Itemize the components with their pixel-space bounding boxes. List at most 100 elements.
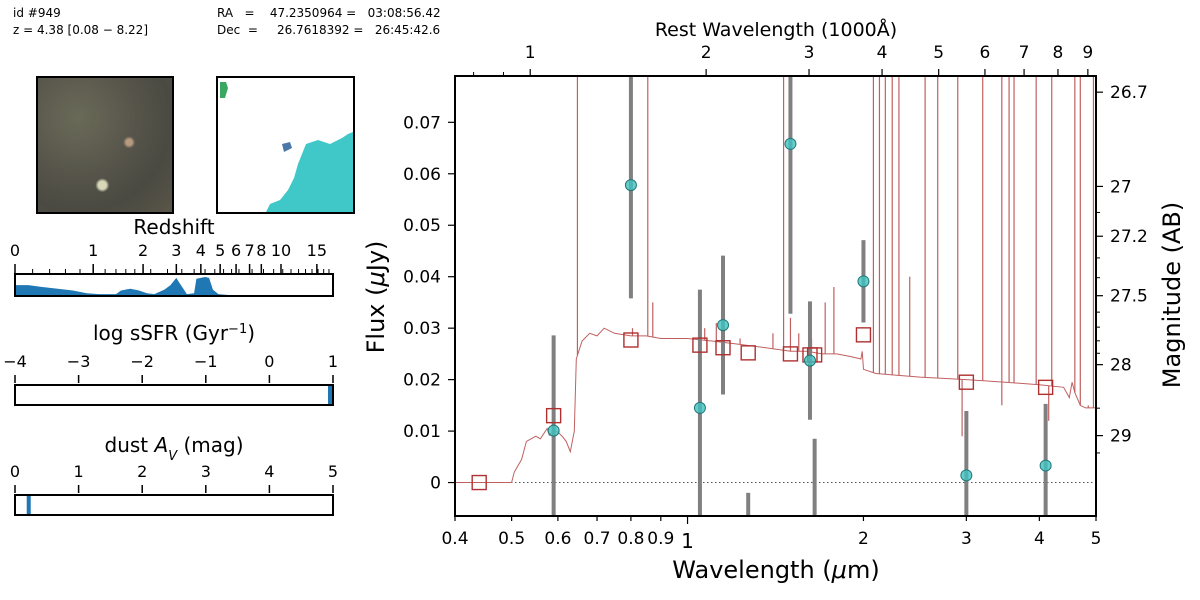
model-photometry-point (782, 346, 799, 362)
top-tick-label: 6 (980, 43, 991, 63)
top-axis-label: Rest Wavelength (1000Å) (655, 18, 897, 41)
redshift-tick-label: 6 (231, 241, 241, 260)
dust-ticks-label: 5 (328, 462, 338, 481)
y-axis-label: Flux (μJy) (362, 241, 390, 354)
y-tick-label: 0.07 (403, 113, 441, 133)
y-tick-label: 0.06 (403, 165, 441, 185)
rgb-image-stamp (36, 76, 174, 214)
observed-flux-point (1039, 459, 1052, 472)
redshift-tick-label: 4 (196, 241, 206, 260)
model-photometry-point (740, 345, 756, 361)
x-tick-label: 5 (1091, 529, 1102, 549)
mag-tick-label: 27.2 (1110, 227, 1148, 247)
redshift-tick-label: 1 (88, 241, 98, 260)
top-tick-label: 8 (1053, 43, 1064, 63)
y-tick-label: 0 (430, 474, 441, 494)
ssfr-ticks-label: −3 (67, 352, 91, 371)
dust-ticks-label: 4 (264, 462, 274, 481)
dec-coordinate: Dec = 26.7618392 = 26:45:42.6 (217, 23, 441, 37)
x-tick-label: 0.6 (544, 529, 571, 549)
top-tick-label: 3 (804, 43, 815, 63)
x-tick-label: 0.9 (647, 529, 674, 549)
x-tick-label: 1 (681, 529, 694, 553)
dust-axis-box (14, 494, 334, 516)
redshift-pdf-fill (15, 277, 229, 295)
segment-green (220, 82, 228, 98)
ssfr-ticks-label: −1 (194, 352, 218, 371)
redshift-tick-label: 15 (307, 241, 327, 260)
ra-coordinate: RA = 47.2350964 = 03:08:56.42 (217, 6, 441, 20)
model-photometry-point (545, 407, 562, 424)
y-tick-label: 0.05 (403, 216, 441, 236)
ssfr-axis-box (14, 384, 334, 406)
x-tick-label: 0.8 (617, 529, 644, 549)
y-tick-label: 0.04 (403, 268, 441, 288)
redshift-tick-label: 7 (244, 241, 254, 260)
ssfr-ticks-label: −2 (130, 352, 154, 371)
mag-tick-label: 27 (1110, 177, 1132, 197)
model-photometry-point (855, 327, 872, 343)
top-tick-label: 9 (1082, 43, 1093, 63)
model-photometry-point (623, 332, 639, 348)
model-photometry-point (1037, 379, 1054, 396)
ssfr-ticks-label: 1 (328, 352, 338, 371)
x-tick-label: 0.4 (441, 529, 468, 549)
ssfr-ticks-label: −4 (3, 352, 27, 371)
observed-flux-point (857, 275, 870, 288)
dust-ticks-label: 2 (137, 462, 147, 481)
segmentation-shapes (220, 82, 353, 212)
observed-flux-point (624, 179, 637, 192)
dust-value-marker (26, 495, 31, 515)
segment-blue (282, 142, 292, 152)
model-photometry-point (471, 474, 487, 491)
redshift-tick-label: 3 (171, 241, 181, 260)
top-tick-label: 5 (933, 43, 944, 63)
redshift-tick-label: 10 (271, 241, 291, 260)
mag-tick-label: 28 (1110, 356, 1132, 376)
ssfr-title: log sSFR (Gyr−1) (93, 321, 255, 345)
right-axis-label: Magnitude (AB) (1158, 202, 1186, 388)
observed-flux-point (547, 424, 560, 437)
dust-ticks-label: 1 (74, 462, 84, 481)
redshift-tick-label: 0 (10, 241, 20, 260)
x-tick-label: 0.5 (498, 529, 525, 549)
top-tick-label: 4 (877, 43, 888, 63)
dust-ticks-label: 3 (201, 462, 211, 481)
mag-tick-label: 27.5 (1110, 287, 1148, 307)
observed-flux-point (960, 469, 973, 482)
top-tick-label: 7 (1019, 43, 1030, 63)
top-tick-label: 1 (525, 43, 536, 63)
redshift-tick-label: 5 (215, 241, 225, 260)
redshift-axis-box (14, 273, 334, 297)
redshift-tick-label: 8 (256, 241, 266, 260)
ssfr-value-marker (328, 385, 332, 405)
x-axis-label: Wavelength (μm) (672, 556, 879, 584)
redshift-summary: z = 4.38 [0.08 − 8.22] (13, 23, 148, 37)
ssfr-ticks-label: 0 (264, 352, 274, 371)
observed-flux-point (784, 137, 797, 150)
redshift-panel: Redshift 0 1 2 3 4 5 6 7 8 10 15 (10, 215, 334, 297)
segmentation-map (216, 76, 355, 214)
model-photometry-point (692, 337, 708, 353)
mag-tick-label: 29 (1110, 427, 1132, 447)
segment-cyan (266, 132, 353, 212)
object-id: id #949 (13, 6, 61, 20)
observed-flux-point (693, 401, 706, 414)
x-tick-label: 2 (858, 529, 869, 549)
redshift-tick-label: 2 (138, 241, 148, 260)
x-tick-label: 3 (961, 529, 972, 549)
x-tick-label: 0.7 (584, 529, 611, 549)
observed-flux-point (717, 319, 730, 332)
y-tick-label: 0.03 (403, 319, 441, 339)
top-tick-label: 2 (701, 43, 712, 63)
mag-tick-label: 26.7 (1110, 83, 1148, 103)
ssfr-panel: log sSFR (Gyr−1) −4 −3 −2 −1 0 1 (3, 321, 338, 406)
model-spectrum-line (455, 327, 1096, 483)
y-tick-label: 0.01 (403, 422, 441, 442)
model-photometry-point (958, 374, 975, 390)
x-tick-label: 4 (1034, 529, 1045, 549)
dust-ticks-label: 0 (10, 462, 20, 481)
model-photometry-point (715, 340, 731, 356)
